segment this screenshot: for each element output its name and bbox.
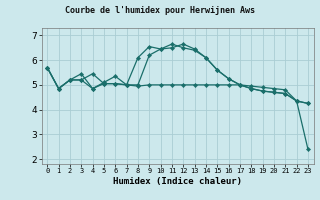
X-axis label: Humidex (Indice chaleur): Humidex (Indice chaleur) (113, 177, 242, 186)
Text: Courbe de l'humidex pour Herwijnen Aws: Courbe de l'humidex pour Herwijnen Aws (65, 6, 255, 15)
